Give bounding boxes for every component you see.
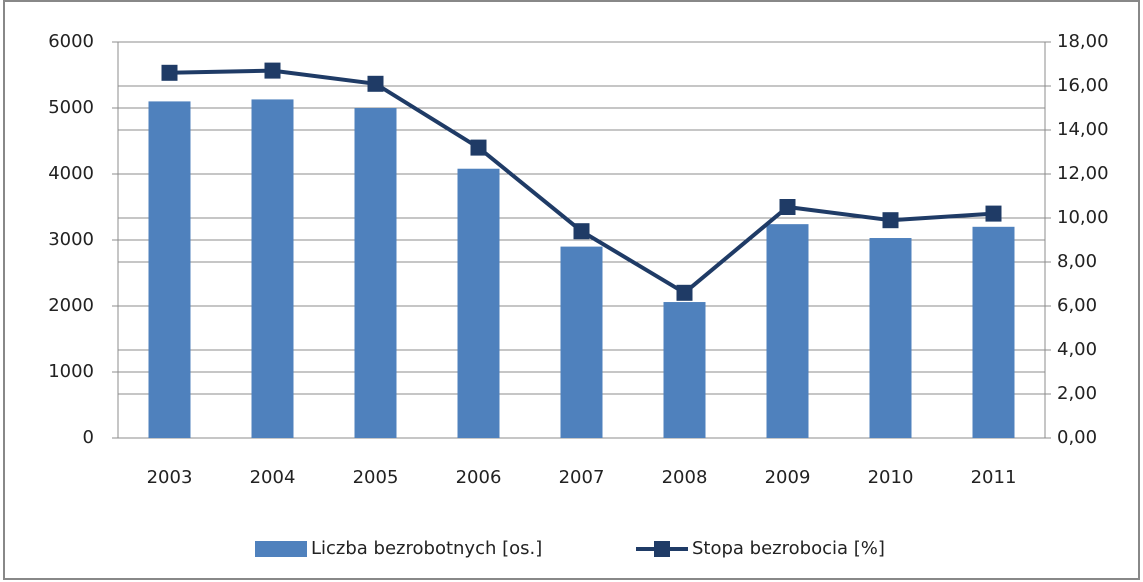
line-marker [367, 75, 384, 92]
y2-tick-label: 14,00 [1057, 119, 1109, 140]
legend-swatch [255, 541, 307, 557]
bar [663, 302, 706, 438]
bar [869, 238, 912, 438]
x-tick-label: 2003 [147, 467, 193, 488]
bar [457, 168, 500, 438]
y2-tick-label: 12,00 [1057, 163, 1109, 184]
y-tick-label: 1000 [48, 361, 94, 382]
y-tick-label: 4000 [48, 163, 94, 184]
legend-swatch [654, 541, 670, 557]
x-tick-label: 2006 [456, 467, 502, 488]
bar [354, 108, 397, 438]
bar [251, 99, 294, 439]
y-tick-label: 2000 [48, 295, 94, 316]
bar [972, 226, 1015, 438]
y2-tick-label: 18,00 [1057, 31, 1109, 52]
line-marker [573, 223, 590, 240]
x-tick-label: 2005 [353, 467, 399, 488]
line-marker [264, 62, 281, 79]
y2-tick-label: 0,00 [1057, 427, 1097, 448]
x-tick-label: 2004 [250, 467, 296, 488]
x-tick-label: 2009 [765, 467, 811, 488]
line-marker [882, 212, 899, 229]
line-marker [676, 284, 693, 301]
legend-label: Liczba bezrobotnych [os.] [311, 538, 542, 559]
line-marker [985, 205, 1002, 222]
bar [766, 224, 809, 438]
y2-tick-label: 4,00 [1057, 339, 1097, 360]
x-tick-label: 2008 [662, 467, 708, 488]
y2-tick-label: 8,00 [1057, 251, 1097, 272]
line-marker [161, 64, 178, 81]
y-tick-label: 5000 [48, 97, 94, 118]
bar [560, 246, 603, 438]
line-marker [779, 199, 796, 215]
x-tick-label: 2007 [559, 467, 605, 488]
y2-tick-label: 2,00 [1057, 383, 1097, 404]
y-tick-label: 6000 [48, 31, 94, 52]
x-tick-label: 2011 [971, 467, 1017, 488]
y2-tick-label: 10,00 [1057, 207, 1109, 228]
y2-tick-label: 16,00 [1057, 75, 1109, 96]
line-marker [470, 139, 487, 156]
y-tick-label: 0 [83, 427, 94, 448]
bar [148, 101, 191, 439]
y2-tick-label: 6,00 [1057, 295, 1097, 316]
legend-label: Stopa bezrobocia [%] [692, 538, 885, 559]
y-tick-label: 3000 [48, 229, 94, 250]
x-tick-label: 2010 [868, 467, 914, 488]
